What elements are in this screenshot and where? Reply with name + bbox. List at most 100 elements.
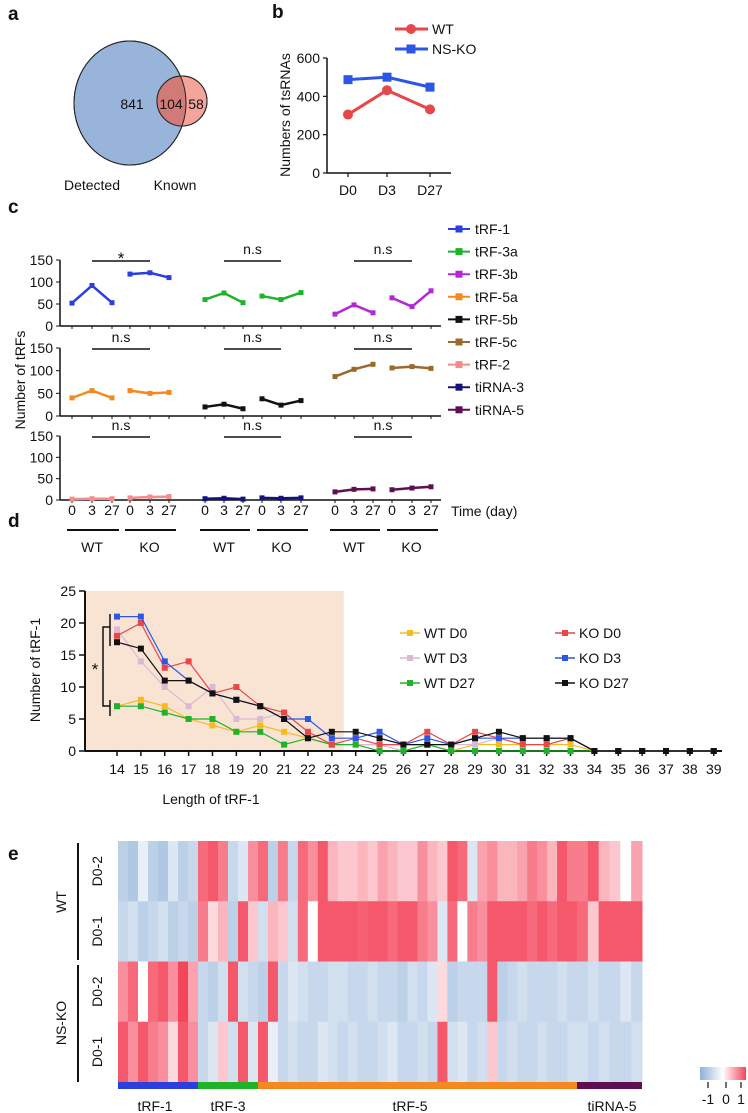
group-label: KO <box>271 539 291 555</box>
data-point <box>567 735 574 742</box>
heatmap-cell <box>168 841 179 902</box>
data-point <box>376 728 383 735</box>
heatmap-cell <box>178 1021 189 1083</box>
data-point <box>278 495 284 501</box>
heatmap-cell <box>387 961 399 1023</box>
data-point <box>389 295 395 301</box>
x-tick-label: 18 <box>205 761 221 777</box>
heatmap-cell <box>238 961 249 1023</box>
heatmap-cell <box>517 1021 528 1083</box>
data-point <box>304 716 311 722</box>
heatmap-cell <box>277 1021 289 1083</box>
data-point <box>409 485 415 491</box>
x-tick-label: 14 <box>109 761 125 777</box>
color-scale-label: -1 <box>702 1091 715 1107</box>
heatmap-cell <box>467 961 478 1023</box>
heatmap-cell <box>307 961 319 1023</box>
heatmap-cell <box>208 841 219 902</box>
data-point <box>161 664 168 671</box>
time-tick-label: 0 <box>68 502 76 518</box>
heatmap-cell <box>158 961 169 1023</box>
x-axis-label: Time (day) <box>451 503 517 519</box>
heatmap-cell <box>297 961 309 1023</box>
data-point <box>710 748 717 754</box>
data-point <box>161 703 168 710</box>
heatmap-cell <box>277 961 289 1023</box>
group-label: tRF-3 <box>211 1098 246 1113</box>
data-point <box>89 496 95 502</box>
data-point <box>424 735 431 742</box>
heatmap-cell <box>477 961 488 1023</box>
heatmap-cell <box>168 901 179 962</box>
legend-label: KO D3 <box>579 650 621 666</box>
data-point <box>137 696 144 703</box>
heatmap-cell <box>631 961 643 1023</box>
heatmap-cell <box>577 841 589 902</box>
data-point <box>166 275 172 281</box>
data-point <box>304 728 311 735</box>
heatmap-cell <box>457 901 468 962</box>
data-point <box>89 388 95 394</box>
legend-label: tRF-5c <box>475 334 517 350</box>
time-tick-label: 3 <box>220 502 228 518</box>
x-tick-label: 23 <box>324 761 340 777</box>
data-point <box>425 82 435 92</box>
heatmap-cell <box>337 901 349 962</box>
heatmap-cell <box>218 1021 229 1083</box>
heatmap-cell <box>258 961 269 1023</box>
data-point <box>424 741 431 748</box>
data-point <box>161 709 168 716</box>
y-tick-label: 25 <box>60 583 76 599</box>
heatmap-cell <box>377 1021 389 1083</box>
data-point <box>495 735 502 742</box>
x-axis-label: Length of tRF-1 <box>162 791 259 807</box>
data-point <box>376 748 383 754</box>
heatmap-cell <box>367 901 379 962</box>
heatmap-cell <box>168 1021 179 1083</box>
heatmap-cell <box>347 1021 359 1083</box>
heatmap-cell <box>128 841 139 902</box>
y-tick-label: 50 <box>37 385 53 401</box>
heatmap-cell <box>620 901 632 962</box>
time-tick-label: 27 <box>365 502 381 518</box>
heatmap-cell <box>631 901 643 962</box>
time-tick-label: 27 <box>293 502 309 518</box>
heatmap-cell <box>467 1021 478 1083</box>
heatmap-cell <box>587 841 600 902</box>
data-point <box>370 486 376 492</box>
data-point <box>233 716 240 722</box>
heatmap-cell <box>457 1021 468 1083</box>
heatmap-cell <box>188 961 199 1023</box>
significance-label: n.s <box>112 329 131 345</box>
y-tick-label: 100 <box>30 363 54 379</box>
heatmap-cell <box>238 901 249 962</box>
heatmap-cell <box>337 1021 349 1083</box>
data-point <box>425 104 435 115</box>
heatmap-cell <box>507 1021 518 1083</box>
data-point <box>259 293 265 299</box>
y-tick-label: 0 <box>312 165 320 181</box>
group-label: tRF-1 <box>138 1098 173 1113</box>
time-tick-label: 0 <box>258 502 266 518</box>
heatmap-cell <box>507 901 518 962</box>
x-tick-label: 25 <box>372 761 388 777</box>
group-label: tiRNA-5 <box>587 1098 636 1113</box>
heatmap-cell <box>327 1021 339 1083</box>
data-point <box>382 72 392 82</box>
heatmap-cell <box>487 901 498 962</box>
heatmap-cell <box>487 1021 498 1083</box>
heatmap-cell <box>168 961 179 1023</box>
heatmap-cell <box>238 1021 249 1083</box>
group-label: KO <box>139 539 159 555</box>
heatmap-cell <box>248 901 259 962</box>
x-tick-label: 39 <box>706 761 722 777</box>
y-tick-label: 50 <box>37 471 53 487</box>
heatmap-cell <box>477 901 488 962</box>
x-tick-label: 20 <box>252 761 268 777</box>
y-tick-label: 5 <box>68 711 76 727</box>
color-scale-label: 0 <box>722 1091 730 1107</box>
series-line-tRF-1-WT <box>71 283 113 305</box>
heatmap-cell <box>567 1021 578 1083</box>
x-tick-label: D3 <box>378 182 396 198</box>
y-tick-label: 0 <box>45 408 53 424</box>
